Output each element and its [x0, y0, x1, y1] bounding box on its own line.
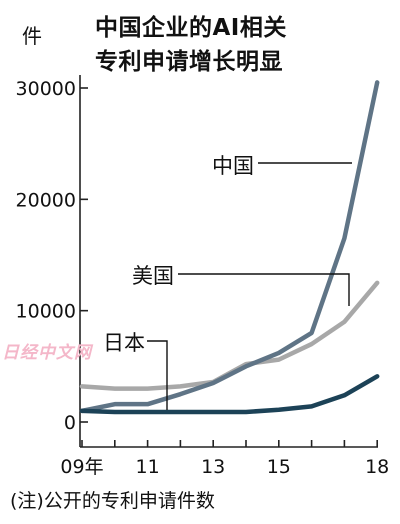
chart-title-line-1: 中国企业的AI相关 [95, 15, 287, 41]
footnote: (注)公开的专利申请件数 [10, 490, 215, 512]
series-leader-line-1 [178, 273, 350, 306]
y-tick-label: 0 [64, 412, 76, 434]
x-tick-label: 18 [365, 456, 389, 478]
series-label-2: 日本 [103, 331, 145, 355]
series-line-2 [79, 374, 380, 415]
y-tick-label: 30000 [16, 78, 76, 100]
x-tick-label: 13 [201, 456, 225, 478]
watermark-logo: 日经中文网 [2, 343, 92, 363]
y-axis-unit-label: 件 [22, 24, 42, 48]
x-tick-label: 15 [267, 456, 291, 478]
y-tick-label: 10000 [16, 301, 76, 323]
series-label-0: 中国 [212, 154, 254, 178]
series-line-0 [79, 80, 380, 414]
y-tick-label: 20000 [16, 189, 76, 211]
x-tick-label: 11 [136, 456, 160, 478]
chart-title-line-2: 专利申请增长明显 [95, 49, 283, 75]
series-label-1: 美国 [132, 264, 174, 288]
series-leader-line-2 [147, 340, 168, 410]
x-tick-label: 09年 [60, 456, 103, 478]
